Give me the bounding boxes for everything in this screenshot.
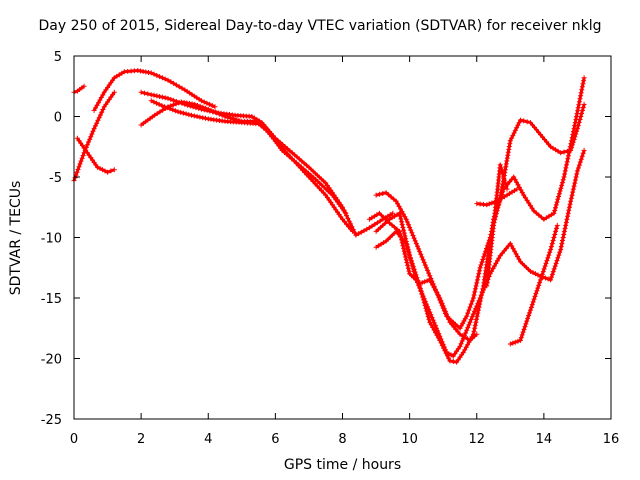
series-markers bbox=[74, 135, 117, 175]
x-tick-label: 6 bbox=[271, 432, 279, 447]
series-markers bbox=[484, 162, 510, 289]
chart-title: Day 250 of 2015, Sidereal Day-to-day VTE… bbox=[38, 18, 602, 34]
y-tick-label: 5 bbox=[54, 50, 62, 65]
series-markers bbox=[366, 210, 480, 343]
series-line bbox=[368, 211, 478, 342]
x-axis-label: GPS time / hours bbox=[283, 457, 402, 473]
series-pass-13 bbox=[507, 222, 560, 347]
x-tick-label: 14 bbox=[536, 432, 553, 447]
series-markers bbox=[138, 99, 356, 234]
series-pass-14 bbox=[484, 162, 510, 289]
series-pass-6 bbox=[138, 99, 356, 234]
y-tick-label: 0 bbox=[54, 111, 62, 126]
ticks-layer: 0 2 4 6 8 10 12 14 16 5 0 -5 -10 -15 -20 -25 bbox=[41, 50, 620, 447]
x-tick-label: 0 bbox=[70, 432, 78, 447]
series-markers bbox=[507, 222, 560, 347]
y-tick-label: -10 bbox=[41, 232, 62, 247]
series-pass-11 bbox=[366, 210, 480, 343]
series-line bbox=[72, 91, 116, 182]
x-tick-label: 2 bbox=[137, 432, 145, 447]
y-axis-label: SDTVAR / TECUs bbox=[8, 180, 24, 296]
series-pass-3 bbox=[74, 135, 117, 175]
series-pass-4 bbox=[91, 68, 218, 113]
y-tick-label: -15 bbox=[41, 292, 62, 307]
x-tick-label: 10 bbox=[401, 432, 418, 447]
x-tick-label: 12 bbox=[468, 432, 485, 447]
series-pass-7 bbox=[148, 98, 349, 216]
series-markers bbox=[71, 89, 117, 184]
x-tick-label: 16 bbox=[603, 432, 620, 447]
series-pass-2 bbox=[71, 89, 117, 184]
y-tick-label: -5 bbox=[49, 171, 62, 186]
y-tick-label: -25 bbox=[41, 413, 62, 428]
x-tick-label: 4 bbox=[204, 432, 212, 447]
plot-frame bbox=[73, 55, 612, 420]
series-line bbox=[140, 90, 394, 237]
series-pass-8 bbox=[373, 101, 587, 331]
series-markers bbox=[148, 98, 349, 216]
series-layer bbox=[71, 68, 587, 365]
series-markers bbox=[91, 68, 218, 113]
x-tick-label: 8 bbox=[338, 432, 346, 447]
y-tick-label: -20 bbox=[41, 353, 62, 368]
